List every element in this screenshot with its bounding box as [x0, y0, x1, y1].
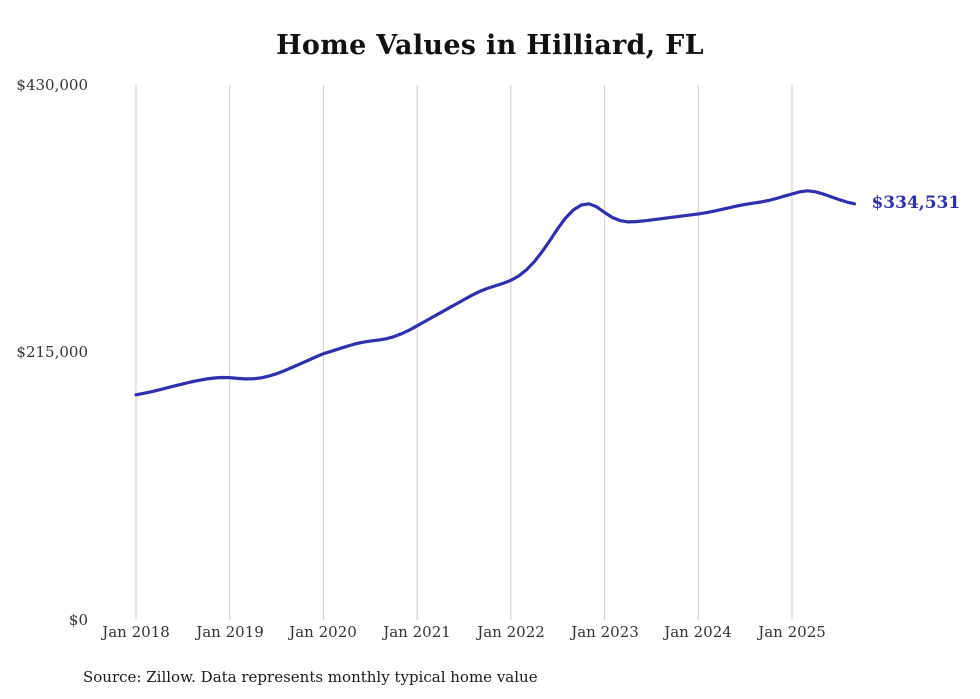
latest-value-label: $334,531: [871, 192, 961, 213]
x-axis-tick-jan-2018: Jan 2018: [102, 623, 170, 641]
x-axis-tick-jan-2023: Jan 2023: [571, 623, 639, 641]
x-axis-tick-jan-2025: Jan 2025: [758, 623, 826, 641]
x-axis-tick-jan-2019: Jan 2019: [196, 623, 264, 641]
source-note: Source: Zillow. Data represents monthly …: [83, 668, 538, 686]
y-axis-tick-430000: $430,000: [16, 76, 88, 94]
x-axis-tick-jan-2022: Jan 2022: [477, 623, 545, 641]
gridlines: [135, 85, 793, 620]
home-value-line: [134, 189, 857, 397]
x-axis-tick-jan-2020: Jan 2020: [289, 623, 357, 641]
x-axis-tick-jan-2021: Jan 2021: [383, 623, 451, 641]
y-axis-tick-0: $0: [68, 611, 88, 629]
x-axis-tick-jan-2024: Jan 2024: [664, 623, 732, 641]
y-axis-tick-215000: $215,000: [16, 343, 88, 361]
chart-title: Home Values in Hilliard, FL: [276, 30, 704, 61]
